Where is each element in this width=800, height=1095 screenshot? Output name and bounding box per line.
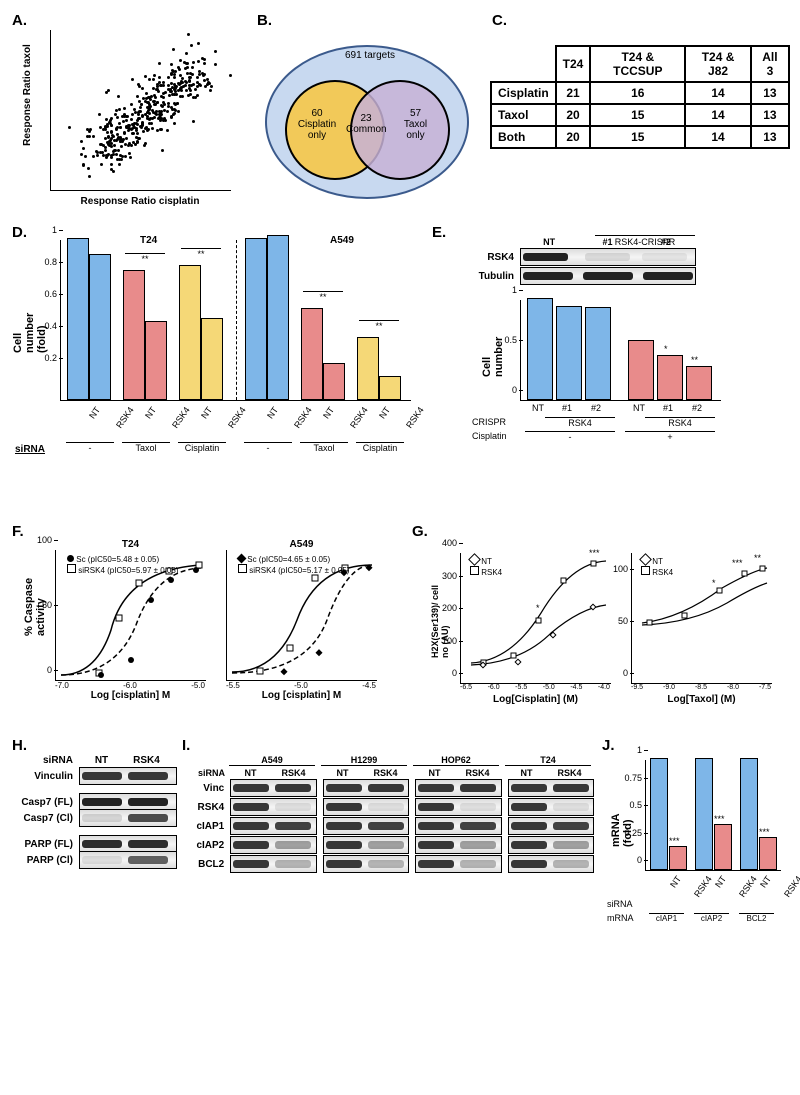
panel-c: C. T24T24 & TCCSUPT24 & J82All 3Cisplati… <box>490 10 790 207</box>
f-xt-3: -5.5 <box>226 681 240 690</box>
g-xticks-2: -9.5-9.0-8.5-8.0-7.5 <box>631 684 771 691</box>
panel-d: D. Cell number (fold) T24 A549 0.20.40.6… <box>10 222 430 466</box>
f-xt-2: -5.0 <box>191 681 205 690</box>
panel-i: I. A549 H1299 HOP62 T24 siRNA NTRSK4NTRS… <box>180 735 600 913</box>
blot-h: VinculinCasp7 (FL)Casp7 (Cl)PARP (FL)PAR… <box>15 767 180 869</box>
e-bl-cis: Cisplatin <box>472 431 507 441</box>
e-xlabels: NT#1#2NT#1#2 <box>520 401 790 413</box>
h-lane-0: NT <box>79 755 124 766</box>
label-c: C. <box>492 12 507 29</box>
j-mrna-label: mRNA <box>607 913 634 923</box>
f-xt-5: -4.5 <box>362 681 376 690</box>
h-sirna: siRNA <box>15 755 79 766</box>
i-cell-3: T24 <box>505 755 591 766</box>
i-sirna: siRNA <box>185 768 229 778</box>
barchart-d: 0.20.40.60.81******** <box>60 240 411 401</box>
g-leg-3: RSK4 <box>652 568 673 577</box>
e-bl-neg: - <box>525 431 615 442</box>
label-i: I. <box>182 737 190 754</box>
g-xticks-1: -6.5-6.0-5.5-5.0-4.5-4.0 <box>460 684 610 691</box>
e-crispr-label: RSK4-CRISPR <box>595 235 695 247</box>
f-xt-4: -5.0 <box>294 681 308 690</box>
e-bl-r1: RSK4 <box>545 417 615 428</box>
venn-right-label: 57 Taxol only <box>393 108 438 141</box>
label-j: J. <box>602 737 615 754</box>
a-xlabel: Response Ratio cisplatin <box>50 196 230 207</box>
j-sirna-label: siRNA <box>607 899 633 909</box>
panel-h: H. siRNA NT RSK4 VinculinCasp7 (FL)Casp7… <box>10 735 180 913</box>
h-lane-1: RSK4 <box>124 755 169 766</box>
f-leg-3: siRSK4 (pIC50=5.17 ± 0.05) <box>249 566 349 575</box>
d-xlabels: NTRSK4NTRSK4NTRSK4NTRSK4NTRSK4NTRSK4 <box>60 401 430 436</box>
label-g: G. <box>412 523 428 540</box>
i-cell-1: H1299 <box>321 755 407 766</box>
barchart-e: 00.51*** <box>520 300 721 401</box>
table-c: T24T24 & TCCSUPT24 & J82All 3Cisplatin21… <box>490 45 790 149</box>
g-leg-1: RSK4 <box>481 568 502 577</box>
f-leg-2: Sc (pIC50=4.65 ± 0.05) <box>247 555 330 564</box>
venn-outer-label: 691 targets <box>325 50 415 61</box>
barchart-j: 00.250.50.751********* <box>645 760 781 871</box>
e-bl-r2: RSK4 <box>645 417 715 428</box>
i-cell-0: A549 <box>229 755 315 766</box>
g-leg-0: NT <box>481 557 492 566</box>
f-xt-1: -6.0 <box>123 681 137 690</box>
e-blot-rsk4: RSK4 <box>454 252 520 263</box>
j-xlabels: NTRSK4NTRSK4NTRSK4 <box>645 871 790 899</box>
e-lane-0: NT <box>520 237 578 247</box>
panel-a: A. Response Ratio taxol Response Ratio c… <box>10 10 255 207</box>
row-fg: F. % Caspase activity T24 Sc (pIC50=5.48… <box>10 521 790 705</box>
g-xlabel-1: Log[Cisplatin] (M) <box>460 694 611 705</box>
g-xlabel-2: Log[Taxol] (M) <box>631 694 772 705</box>
row-abc: A. Response Ratio taxol Response Ratio c… <box>10 10 790 207</box>
d-sirna-label: siRNA <box>15 444 45 455</box>
venn-center-label: 23 Common <box>346 113 386 135</box>
panel-b: B. 691 targets 60 Cisplatin only 23 Comm… <box>255 10 490 207</box>
panel-e: E. RSK4-CRISPR NT #1 #2 RSK4 Tubulin Cel… <box>430 222 790 466</box>
row-de: D. Cell number (fold) T24 A549 0.20.40.6… <box>10 222 790 466</box>
panel-j: J. mRNA (fold) 00.250.50.751********* NT… <box>600 735 790 913</box>
e-bl-pos: + <box>625 431 715 442</box>
f-xlabel-1: Log [cisplatin] M <box>55 690 206 701</box>
blot-i: VincRSK4cIAP1cIAP2BCL2 <box>185 779 600 873</box>
f-leg-0: Sc (pIC50=5.48 ± 0.05) <box>76 555 159 564</box>
i-lanes: NTRSK4NTRSK4NTRSK4NTRSK4 <box>229 768 591 778</box>
f-xt-0: -7.0 <box>55 681 69 690</box>
i-cell-2: HOP62 <box>413 755 499 766</box>
label-f: F. <box>12 523 24 540</box>
e-blot-tub: Tubulin <box>454 271 520 282</box>
f-xlabel-2: Log [cisplatin] M <box>226 690 377 701</box>
label-b: B. <box>257 12 272 29</box>
g-ylabel: H2X(Ser139)/ cell no (AU) <box>430 578 450 658</box>
row-hij: H. siRNA NT RSK4 VinculinCasp7 (FL)Casp7… <box>10 735 790 913</box>
d-ylabel: Cell number (fold) <box>12 313 48 353</box>
label-e: E. <box>432 224 446 241</box>
panel-g: G. H2X(Ser139)/ cell no (AU) NT RSK4 ***… <box>410 521 790 705</box>
e-bl-crispr: CRISPR <box>472 417 506 427</box>
venn-diagram: 691 targets 60 Cisplatin only 23 Common … <box>255 35 475 205</box>
d-divider <box>236 240 237 400</box>
f-t1: T24 <box>55 539 206 550</box>
g-leg-2: NT <box>652 557 663 566</box>
label-d: D. <box>12 224 27 241</box>
f-leg-1: siRSK4 (pIC50=5.97 ± 0.05) <box>78 566 178 575</box>
panel-f: F. % Caspase activity T24 Sc (pIC50=5.48… <box>10 521 410 705</box>
label-h: H. <box>12 737 27 754</box>
f-t2: A549 <box>226 539 377 550</box>
venn-left-label: 60 Cisplatin only <box>292 108 342 141</box>
a-ylabel: Response Ratio taxol <box>22 20 33 170</box>
scatter-plot <box>50 30 231 191</box>
